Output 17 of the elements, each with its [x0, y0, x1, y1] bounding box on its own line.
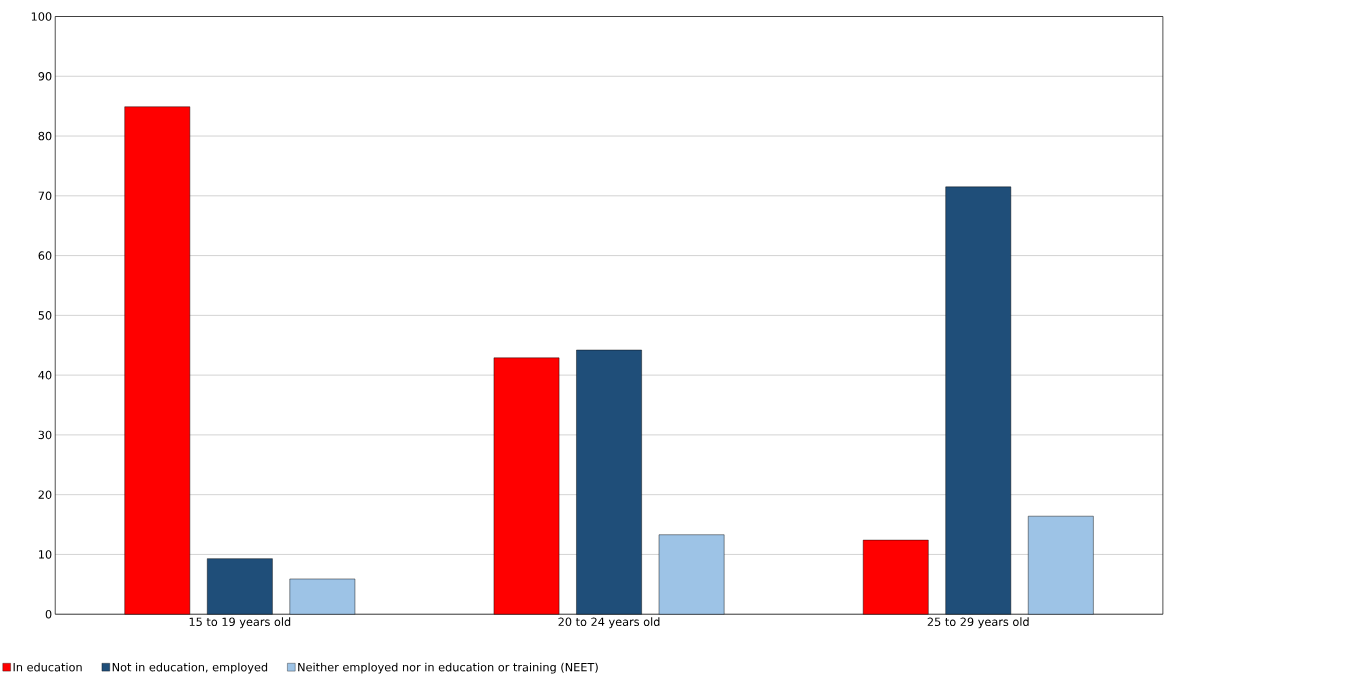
- y-tick-label: 10: [39, 550, 52, 559]
- y-tick-label: 90: [38, 71, 52, 81]
- y-tick-label: 60: [38, 251, 52, 260]
- x-tick-label: 15 to 19 years old: [189, 617, 291, 629]
- y-tick-label: 30: [38, 430, 52, 440]
- y-tick-label: 20: [38, 490, 52, 499]
- y-tick-label: 0: [45, 609, 52, 619]
- x-tick-label: 25 to 29 years old: [927, 617, 1029, 629]
- y-tick-label: 70: [38, 191, 52, 200]
- y-tick-label: 50: [38, 310, 52, 320]
- legend-label: In education: [13, 662, 82, 672]
- y-tick-label: 100: [31, 12, 52, 21]
- x-tick-label: 20 to 24 years old: [558, 617, 660, 629]
- legend-label: Neither employed nor in education or training (NEET): [298, 662, 598, 674]
- y-tick-label: 80: [38, 131, 52, 141]
- legend-label: Not in education, employed: [112, 662, 268, 674]
- y-tick-label: 40: [38, 370, 52, 380]
